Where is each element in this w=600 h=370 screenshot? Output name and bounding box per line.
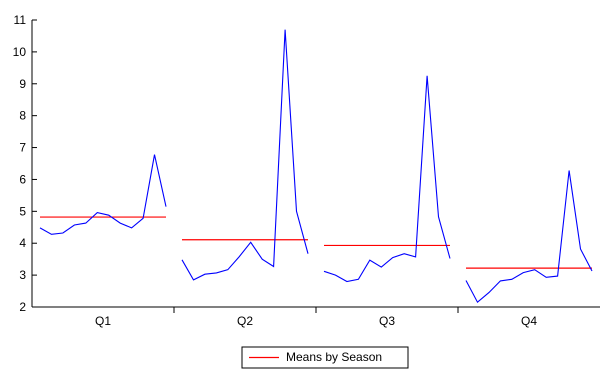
- x-axis-categories: Q1 Q2 Q3 Q4: [95, 307, 537, 328]
- series-line-q4: [465, 170, 593, 304]
- y-tick-label: 4: [19, 236, 26, 250]
- mean-lines: [40, 216, 592, 269]
- x-category-label: Q1: [95, 314, 111, 328]
- axes: [31, 20, 600, 308]
- legend-label-means-by-season: Means by Season: [286, 350, 382, 364]
- y-tick-label: 9: [19, 77, 26, 91]
- y-tick-label: 8: [19, 109, 26, 123]
- legend-box: [241, 346, 409, 369]
- x-category-label: Q4: [521, 314, 537, 328]
- y-tick-label: 5: [19, 204, 26, 218]
- series-line-q1: [39, 154, 167, 235]
- y-tick-label: 6: [19, 172, 26, 186]
- y-tick-label: 2: [19, 300, 26, 314]
- y-axis-ticks: 2 3 4 5 6 7 8 9 10 11: [13, 13, 37, 314]
- y-tick-label: 10: [13, 45, 27, 59]
- y-tick-label: 7: [19, 141, 26, 155]
- legend: Means by Season: [241, 346, 409, 369]
- series-line-q2: [181, 29, 309, 281]
- data-lines: [39, 29, 593, 304]
- series-line-q3: [323, 75, 451, 283]
- y-tick-label: 11: [14, 13, 27, 27]
- y-tick-label: 3: [19, 268, 26, 282]
- x-category-label: Q2: [237, 314, 253, 328]
- x-category-label: Q3: [379, 314, 395, 328]
